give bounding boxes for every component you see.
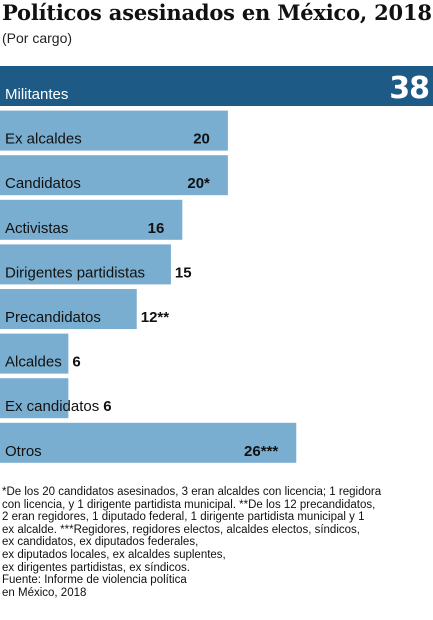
bar-value-label: 38: [389, 71, 429, 106]
footnote-line: *De los 20 candidatos asesinados, 3 eran…: [2, 486, 382, 498]
bar-value-label: 15: [175, 264, 192, 281]
chart-title: Políticos asesinados en México, 2018: [2, 0, 432, 25]
bar-category-label: Ex alcaldes: [5, 131, 82, 148]
footnote-line: 2 eran regidores, 1 diputado federal, 1 …: [2, 511, 365, 524]
chart-subtitle: (Por cargo): [2, 30, 73, 46]
footnote: *De los 20 candidatos asesinados, 3 eran…: [2, 486, 430, 599]
bar: [0, 66, 433, 106]
bar-value-label: 6: [72, 354, 80, 371]
bar-value-label: 20*: [187, 175, 210, 192]
footnote-line: ex dirigentes partidistas, ex síndicos.: [2, 561, 190, 574]
bar: [0, 244, 171, 285]
bar: [0, 422, 297, 463]
footnote-line: Fuente: Informe de violencia política: [2, 574, 187, 587]
footnote-line: en México, 2018: [2, 586, 87, 599]
footnote-line: con licencia, y 1 dirigente partidista m…: [2, 498, 376, 511]
bar-value-label: 20: [193, 131, 210, 148]
bar-category-label: Otros: [5, 443, 42, 460]
bar-chart: Militantes 38 Ex alcaldes 20 Candidatos 20* Ac…: [0, 66, 433, 463]
footnote-line: ex diputados locales, ex alcaldes suplen…: [2, 548, 226, 561]
bar-category-label: Militantes: [5, 86, 68, 103]
bar: [0, 333, 69, 374]
bar-category-label: Dirigentes partidistas: [5, 264, 145, 281]
bar-category-label: Activistas: [5, 220, 68, 237]
bar-value-label: 12**: [141, 309, 170, 326]
bar: [0, 199, 183, 240]
bar: [0, 155, 228, 196]
footnote-line: ex candidatos, ex diputados federales,: [2, 536, 199, 549]
bar: [0, 110, 228, 151]
bar: [0, 289, 137, 329]
bar-category-label: Alcaldes: [5, 354, 62, 371]
footnote-line: ex alcalde. ***Regidores, regidores elec…: [2, 523, 360, 536]
bar-value-label: 6: [103, 398, 111, 415]
bar-value-label: 26***: [244, 443, 278, 460]
bar-category-label: Precandidatos: [5, 309, 101, 326]
bar-value-label: 16: [148, 220, 165, 237]
bar-category-label: Candidatos: [5, 175, 81, 192]
bar-category-label: Ex candidatos: [5, 398, 99, 415]
bar: [0, 378, 69, 419]
